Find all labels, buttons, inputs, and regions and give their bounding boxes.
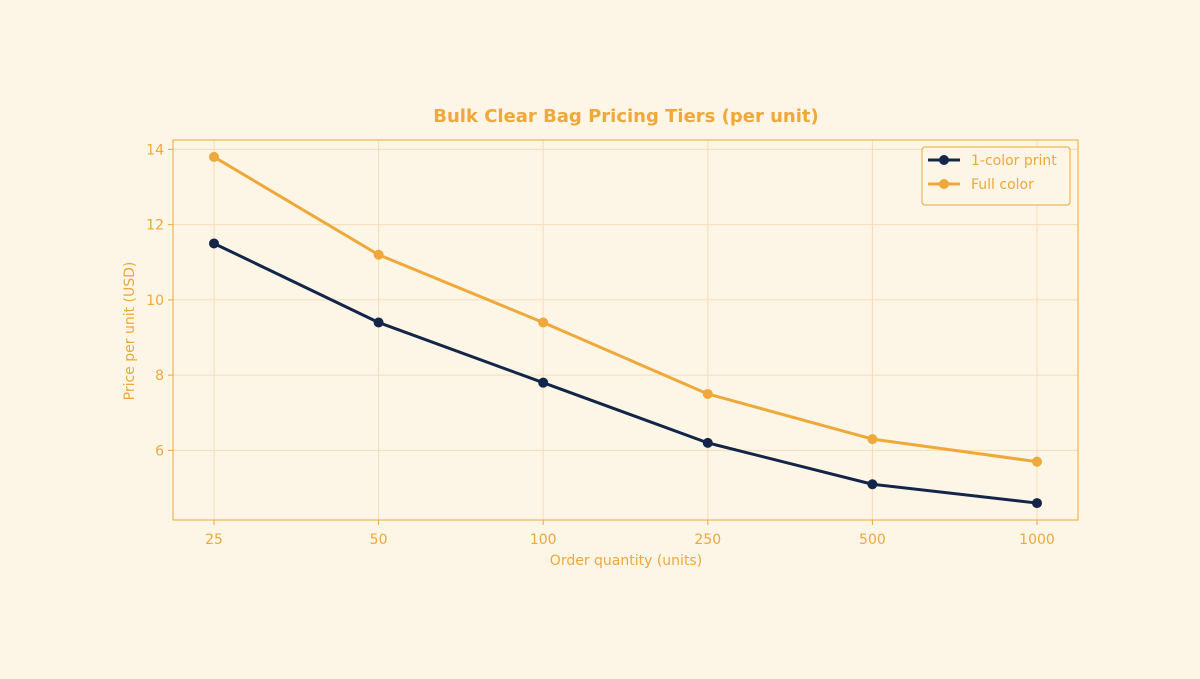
data-point: [373, 317, 384, 328]
legend: 1-color print Full color: [921, 146, 1071, 206]
y-tick-label: 12: [146, 218, 164, 234]
axes: 25 50 100 250 500 1000 6 8 10 12 14: [146, 142, 1055, 548]
x-tick-label: 100: [530, 532, 557, 548]
data-point: [1032, 456, 1042, 467]
series-line-2: [212, 155, 1039, 464]
data-point: [209, 238, 219, 249]
x-tick-label: 25: [205, 532, 223, 548]
data-point: [1032, 498, 1042, 509]
data-point: [702, 388, 713, 399]
legend-marker: [939, 155, 949, 165]
y-tick-label: 14: [146, 142, 164, 158]
y-tick-label: 10: [146, 293, 164, 309]
data-point: [867, 434, 878, 445]
plot-area-frame: [172, 139, 1079, 521]
data-point: [373, 249, 384, 260]
chart-title: Bulk Clear Bag Pricing Tiers (per unit): [433, 106, 819, 127]
series-lines: [209, 151, 1042, 509]
data-point: [702, 437, 713, 448]
y-axis-label: Price per unit (USD): [122, 262, 138, 401]
x-axis-label: Order quantity (units): [550, 553, 702, 569]
data-point: [538, 317, 549, 328]
series-line-1: [212, 241, 1039, 505]
data-point: [209, 151, 219, 162]
legend-label: 1-color print: [971, 153, 1057, 169]
data-point: [867, 479, 878, 490]
legend-label: Full color: [971, 177, 1034, 193]
y-tick-label: 8: [155, 368, 164, 384]
x-tick-label: 500: [859, 532, 886, 548]
x-tick-label: 1000: [1019, 532, 1055, 548]
legend-marker: [939, 179, 949, 189]
y-tick-label: 6: [155, 443, 164, 459]
x-tick-label: 250: [694, 532, 721, 548]
data-point: [538, 377, 549, 388]
x-tick-label: 50: [370, 532, 388, 548]
